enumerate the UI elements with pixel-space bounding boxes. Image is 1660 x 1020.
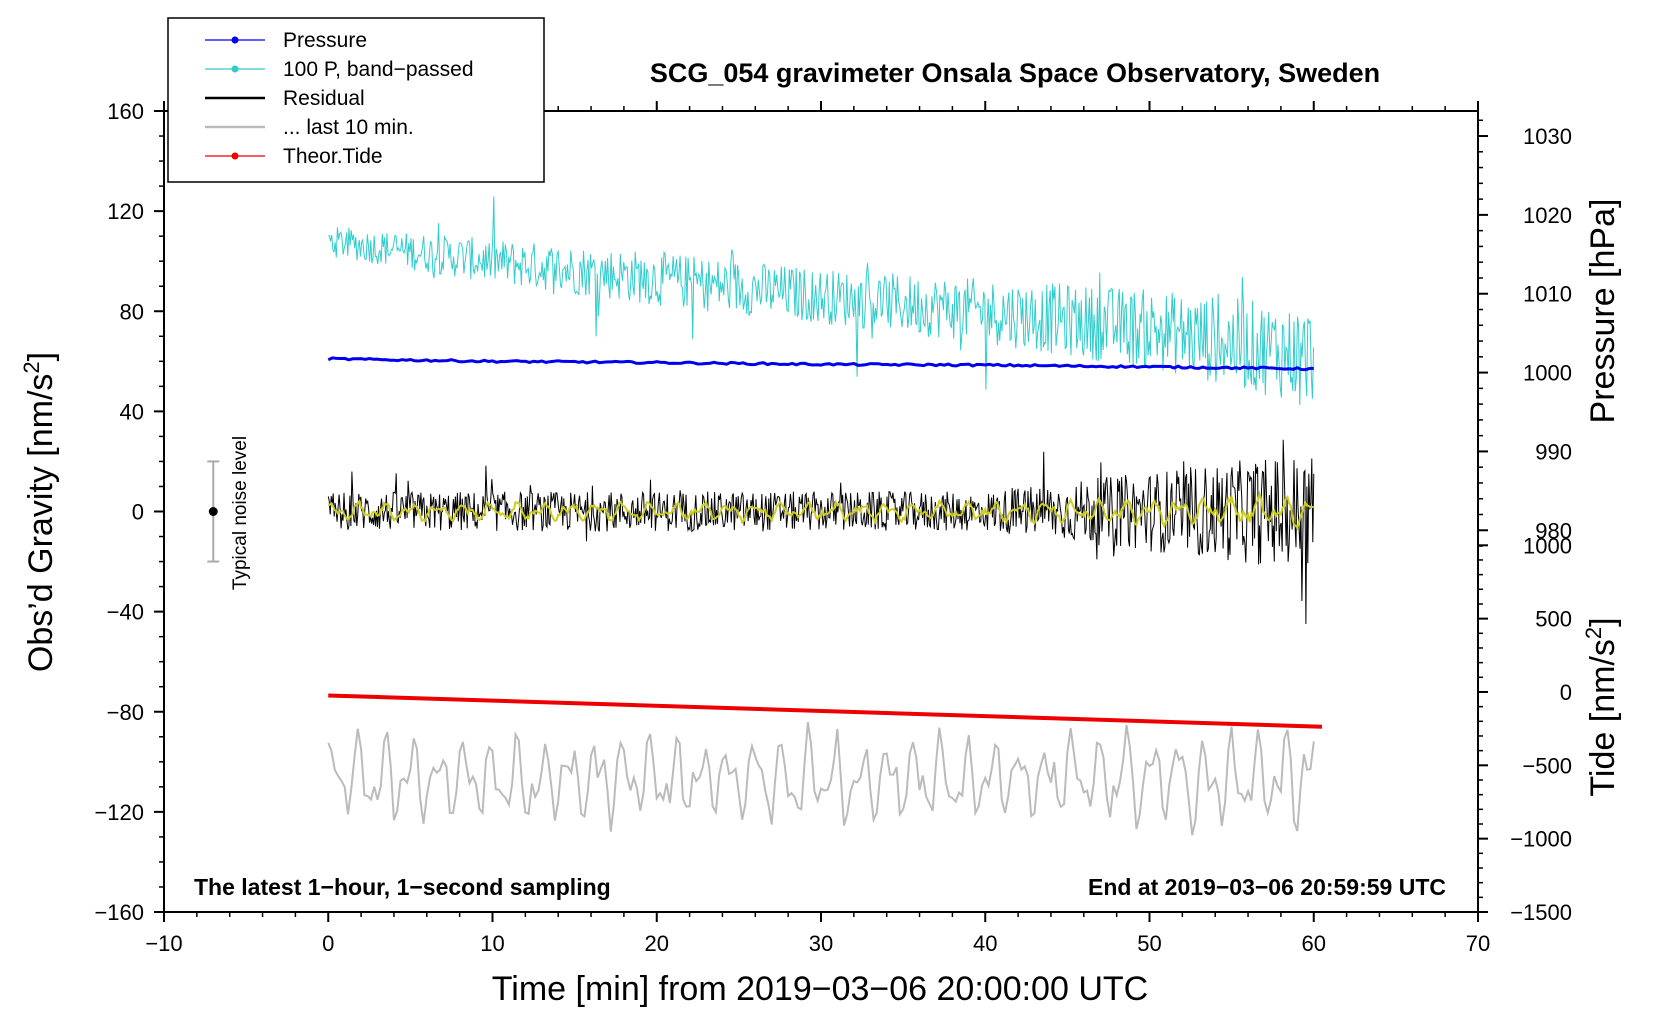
- noise-level-label: Typical noise level: [230, 436, 251, 590]
- tide-tick-label: −500: [1522, 753, 1572, 778]
- y-tick-label: −40: [107, 600, 144, 625]
- pressure-tick-label: 1020: [1523, 203, 1572, 228]
- pressure-axis-title: Pressure [hPa]: [1584, 199, 1622, 424]
- x-tick-label: 20: [645, 931, 669, 956]
- tide-tick-label: −1500: [1510, 900, 1572, 925]
- y-tick-label: −80: [107, 700, 144, 725]
- series-pressure: [327, 356, 1314, 372]
- series-layer: [327, 196, 1323, 836]
- series-residual: [327, 439, 1315, 624]
- tide-tick-label: 0: [1560, 680, 1572, 705]
- x-axis-title: Time [min] from 2019−03−06 20:00:00 UTC: [492, 970, 1148, 1008]
- sampling-note: The latest 1−hour, 1−second sampling: [194, 874, 611, 900]
- noise-level-indicator: [207, 460, 220, 563]
- legend-box: [167, 17, 545, 183]
- x-tick-label: 60: [1302, 931, 1326, 956]
- y-tick-label: 160: [107, 99, 144, 124]
- pressure-tick-label: 1010: [1523, 282, 1572, 307]
- y-axis-gravity: 160 120 80 40 0 −40 −80 −120 −160: [94, 99, 164, 925]
- chart-title: SCG_054 gravimeter Onsala Space Observat…: [650, 58, 1380, 88]
- y-tick-label: 120: [107, 199, 144, 224]
- legend-swatch-marker: [231, 65, 239, 73]
- y-tick-label: 0: [132, 500, 144, 525]
- y-tick-label: −160: [94, 900, 144, 925]
- tide-tick-label: 1000: [1523, 533, 1572, 558]
- legend-swatch-marker: [231, 36, 239, 44]
- y-axis-title: Obs’d Gravity [nm/s2]: [19, 352, 60, 672]
- x-tick-label: 70: [1466, 931, 1490, 956]
- tide-axis-title: Tide [nm/s2]: [1581, 617, 1622, 796]
- x-tick-label: 40: [973, 931, 997, 956]
- y-axis-tide: 1000 500 0 −500 −1000 −1500: [1478, 533, 1572, 925]
- series-theoretical-tide: [328, 693, 1323, 729]
- legend: Pressure 100 P, band−passed Residual ... la…: [167, 17, 545, 183]
- series-band-passed-pressure: [328, 196, 1315, 406]
- end-time-note: End at 2019−03−06 20:59:59 UTC: [1088, 874, 1446, 900]
- series-last-10-min: [327, 721, 1315, 836]
- legend-swatch-marker: [231, 152, 239, 160]
- x-tick-label: 0: [322, 931, 334, 956]
- pressure-tick-label: 1000: [1523, 361, 1572, 386]
- pressure-tick-label: 990: [1535, 439, 1572, 464]
- y-tick-label: 40: [120, 399, 144, 424]
- x-tick-label: −10: [145, 931, 182, 956]
- pressure-tick-label: 1030: [1523, 124, 1572, 149]
- noise-bar-center-dot: [208, 507, 218, 516]
- x-tick-label: 10: [480, 931, 504, 956]
- y-tick-label: −120: [94, 800, 144, 825]
- legend-label: ... last 10 min.: [283, 116, 414, 139]
- legend-items: Pressure 100 P, band−passed Residual ... la…: [205, 29, 474, 168]
- legend-label: Theor.Tide: [283, 145, 383, 168]
- y-axis-pressure: 1030 1020 1010 1000 990 980: [1478, 119, 1572, 547]
- series-residual-smoothed: [327, 490, 1314, 531]
- y-tick-label: 80: [120, 299, 144, 324]
- x-tick-label: 50: [1137, 931, 1161, 956]
- tide-tick-label: −1000: [1510, 827, 1572, 852]
- legend-label: Residual: [283, 87, 365, 110]
- x-tick-label: 30: [809, 931, 833, 956]
- tide-tick-label: 500: [1535, 607, 1572, 632]
- legend-label: Pressure: [283, 29, 367, 52]
- legend-label: 100 P, band−passed: [283, 58, 474, 81]
- pressure-tick-label: 980: [1535, 518, 1572, 543]
